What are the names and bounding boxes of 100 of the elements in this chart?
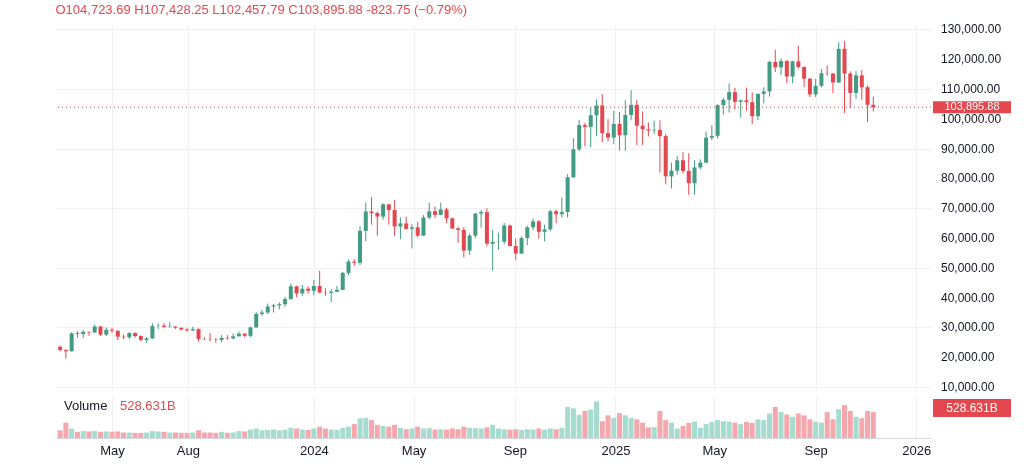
candlestick [617,111,622,152]
candlestick [681,151,685,175]
candlestick [467,233,472,256]
bar [732,422,738,438]
candlestick [755,93,760,121]
bar [738,424,744,438]
candlestick [110,327,115,334]
bar [92,431,98,438]
bar [415,426,421,438]
candlestick [525,225,530,246]
bar [380,425,386,438]
bar [772,406,778,438]
y-tick-label: 70,000.00 [941,201,995,216]
x-tick-label: May [401,442,427,458]
candlestick [813,78,818,98]
x-tick-label: Aug [176,442,200,458]
candlestick [623,99,628,152]
bar [582,410,588,438]
bar [190,432,196,438]
candlestick [363,201,368,242]
candlestick [409,223,414,249]
candlestick [283,296,288,308]
y-tick-label: 50,000.00 [941,260,995,275]
candlestick [779,57,784,76]
candlestick [819,68,824,88]
candlestick [531,218,536,231]
candlestick [773,49,778,73]
candlestick [398,216,403,240]
candlestick [559,197,564,219]
bar [651,427,657,438]
candlestick [473,212,478,239]
bar [790,416,796,438]
candlestick [830,72,835,94]
y-tick-label: 100,000.00 [941,111,1002,126]
bar [103,431,109,438]
candlestick [311,279,316,296]
bar [86,431,92,438]
candlestick [133,331,138,339]
candlestick [479,209,484,229]
candlestick [606,118,611,142]
y-tick-label: 80,000.00 [941,171,995,186]
bar [784,414,790,438]
bar [80,431,86,438]
y-tick-label: 40,000.00 [941,290,995,305]
bar [397,427,403,438]
bar [305,429,311,438]
bar [311,428,317,438]
bar [294,428,300,438]
bar [126,432,132,438]
y-tick-label: 10,000.00 [941,380,995,395]
candlestick [58,345,63,353]
y-tick-label: 30,000.00 [941,320,995,335]
bar [409,428,415,438]
candlestick [490,229,495,272]
candlestick [802,65,807,88]
x-tick-label: Sep [804,442,828,458]
bar [219,431,225,438]
candlestick [692,159,697,196]
y-tick-label: 110,000.00 [941,82,1001,97]
candlestick [859,69,864,101]
bar [74,431,80,438]
candlestick [582,122,587,147]
candlestick [433,205,437,219]
candlestick [421,214,426,237]
candlestick [386,203,391,226]
candlestick [513,238,518,261]
bar [484,427,490,438]
bar [242,431,248,438]
bar [403,429,409,438]
candlestick [548,209,553,232]
candlestick [807,77,812,98]
candlestick [657,119,662,173]
bar [536,428,542,438]
ref-line-label: 103,895.88 [944,100,1000,113]
bar [224,432,230,438]
bar [611,417,617,438]
text: 528.631B [946,401,998,415]
x-tick-label: May [100,442,126,458]
y-tick-label: 90,000.00 [941,141,995,156]
candlestick [611,110,616,145]
candlestick [502,222,507,245]
candlestick [784,59,789,84]
candlestick [334,285,339,293]
candlestick [208,332,213,342]
x-tick-label: 2024 [299,442,329,458]
candlestick [854,70,859,100]
chart-title: O104,723.69 H107,428.25 L102,457.79 C103,895.88 -823.75 (−0.79%) [55,2,468,18]
candlestick [536,219,541,240]
bar [167,432,173,438]
candlestick [825,65,830,77]
candlestick [231,332,236,340]
candlestick [461,226,466,258]
y-tick-label: 120,000.00 [941,52,1002,67]
y-tick-label: 130,000.00 [941,22,1002,37]
bar [553,429,559,438]
candlestick [588,106,593,148]
candlestick [392,199,397,237]
x-tick-label: 2025 [601,442,631,458]
candlestick [375,211,380,237]
candlestick [686,152,691,196]
